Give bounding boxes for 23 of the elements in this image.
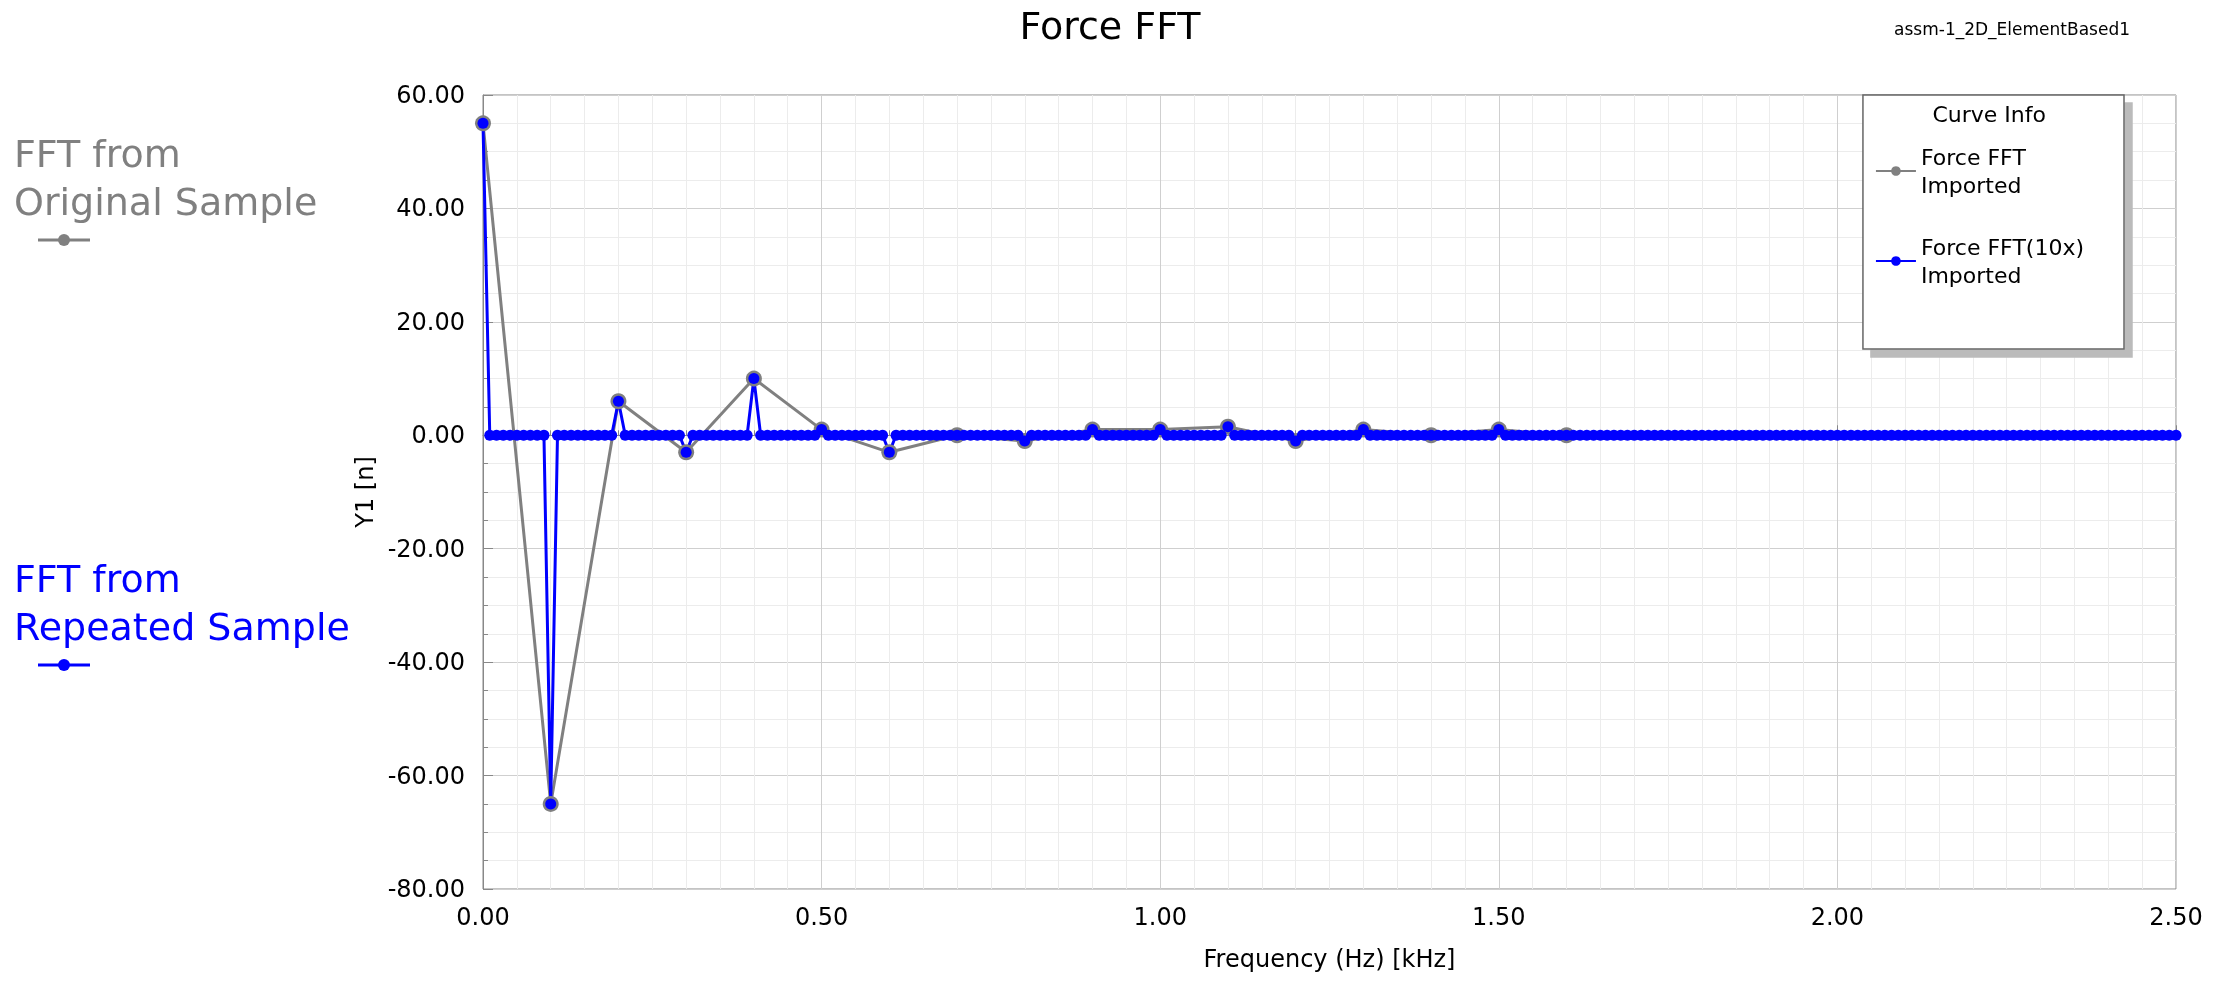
x-tick-label: 1.00 bbox=[1133, 903, 1187, 931]
y-tick-label: -20.00 bbox=[387, 534, 465, 563]
y-tick-label: -80.00 bbox=[387, 875, 465, 903]
x-tick-label: 0.00 bbox=[456, 903, 510, 931]
x-tick-label: 2.50 bbox=[2149, 903, 2203, 931]
legend-title: Curve Info bbox=[1932, 101, 2047, 127]
y-tick-label: -60.00 bbox=[387, 761, 465, 790]
x-tick-label: 1.50 bbox=[1472, 903, 1526, 931]
y-axis-title: Y1 [n] bbox=[350, 456, 379, 529]
x-tick-label: 2.00 bbox=[1810, 903, 1865, 931]
y-tick-label: 60.00 bbox=[396, 81, 465, 109]
chart-title: Force FFT bbox=[1019, 4, 1202, 48]
text: FFT from Original Sample bbox=[14, 132, 318, 224]
x-tick-label: 0.50 bbox=[794, 903, 849, 931]
legend-label: Force FFT Imported bbox=[1920, 144, 2027, 198]
y-tick-label: -40.00 bbox=[387, 648, 465, 677]
legend-label: Force FFT(10x) Imported bbox=[1920, 234, 2085, 288]
y-tick-label: 0.00 bbox=[411, 421, 465, 450]
x-axis-title: Frequency (Hz) [kHz] bbox=[1203, 945, 1456, 973]
chart-subtitle: assm-1_2D_ElementBased1 bbox=[1894, 18, 2130, 40]
y-tick-label: 40.00 bbox=[396, 194, 465, 223]
y-tick-label: 20.00 bbox=[396, 307, 465, 336]
text: FFT from Repeated Sample bbox=[14, 557, 350, 649]
